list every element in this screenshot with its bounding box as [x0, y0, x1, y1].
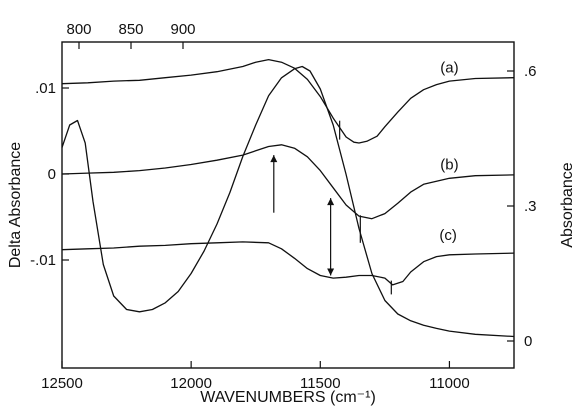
plot-frame — [61, 41, 515, 369]
left-tick-label-2: -.01 — [30, 252, 56, 269]
right-y-axis: .6 .3 0 — [507, 63, 537, 350]
right-tick-label-0: .6 — [524, 63, 537, 80]
left-tick-label-0: .01 — [35, 80, 56, 97]
top-tick-label-0: 800 — [66, 21, 91, 38]
right-tick-label-1: .3 — [524, 198, 537, 215]
series-label-a: (a) — [440, 60, 458, 77]
left-y-axis-title: Delta Absorbance — [7, 142, 24, 268]
annotation-arrowhead-up-0 — [270, 155, 278, 163]
series-label-b: (b) — [440, 157, 458, 174]
bottom-x-axis: 12500 12000 11500 11000 — [41, 361, 470, 392]
annotation-marks — [270, 120, 392, 295]
bottom-tick-label-1: 12000 — [170, 375, 212, 392]
bottom-tick-label-2: 11500 — [300, 375, 341, 392]
series-labels: (a) (b) (c) — [439, 60, 458, 245]
right-tick-label-2: 0 — [524, 333, 532, 350]
right-y-axis-title: Absorbance — [559, 162, 576, 247]
x-axis-title: WAVENUMBERS (cm⁻¹) — [200, 389, 376, 406]
annotation-arrowhead-up-1 — [327, 198, 335, 206]
trace-b — [61, 144, 515, 220]
bottom-tick-label-0: 12500 — [41, 375, 83, 392]
trace-absorbance — [61, 65, 515, 338]
top-tick-label-1: 850 — [118, 21, 143, 38]
left-tick-label-1: 0 — [48, 166, 56, 183]
spectrum-traces — [61, 58, 515, 338]
annotation-arrowhead-down-1 — [327, 268, 335, 276]
trace-c — [61, 241, 515, 286]
bottom-tick-label-3: 11000 — [429, 375, 470, 392]
series-label-c: (c) — [439, 227, 457, 244]
top-x-axis: 800 850 900 — [66, 21, 196, 49]
top-tick-label-2: 900 — [170, 21, 195, 38]
